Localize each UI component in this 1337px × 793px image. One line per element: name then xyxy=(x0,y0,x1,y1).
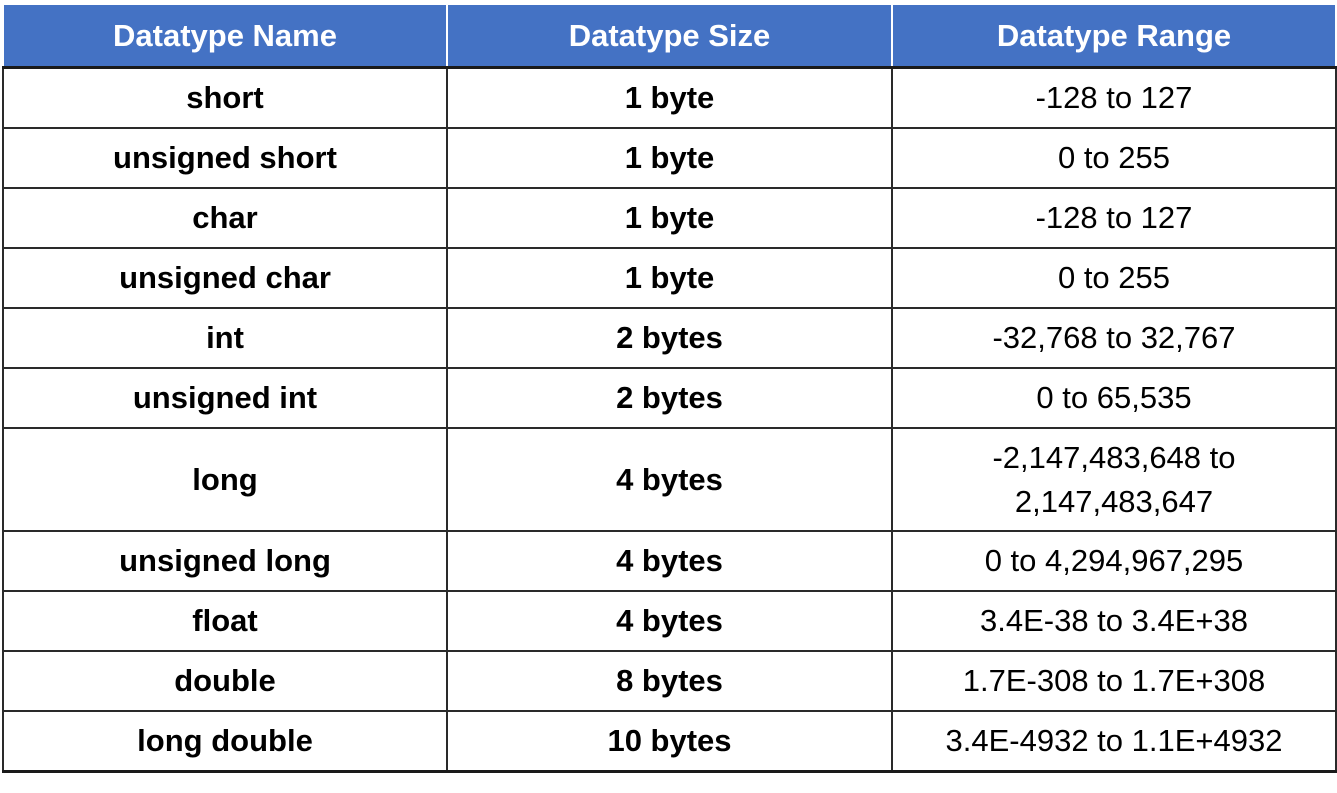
table-row: long 4 bytes -2,147,483,648 to 2,147,483… xyxy=(2,427,1337,532)
table-row: long double 10 bytes 3.4E-4932 to 1.1E+4… xyxy=(2,710,1337,773)
cell-size: 1 byte xyxy=(446,66,893,129)
datatype-table: Datatype Name Datatype Size Datatype Ran… xyxy=(2,3,1337,773)
cell-name: unsigned short xyxy=(2,127,448,189)
cell-size: 4 bytes xyxy=(446,590,893,652)
header-datatype-size: Datatype Size xyxy=(446,3,893,69)
table-row: int 2 bytes -32,768 to 32,767 xyxy=(2,307,1337,369)
table-row: unsigned int 2 bytes 0 to 65,535 xyxy=(2,367,1337,429)
cell-range: -128 to 127 xyxy=(891,66,1337,129)
cell-range: 1.7E-308 to 1.7E+308 xyxy=(891,650,1337,712)
cell-name: long double xyxy=(2,710,448,773)
table-row: double 8 bytes 1.7E-308 to 1.7E+308 xyxy=(2,650,1337,712)
cell-range: 0 to 4,294,967,295 xyxy=(891,530,1337,592)
cell-size: 1 byte xyxy=(446,187,893,249)
cell-range: 3.4E-38 to 3.4E+38 xyxy=(891,590,1337,652)
cell-size: 2 bytes xyxy=(446,367,893,429)
cell-size: 1 byte xyxy=(446,127,893,189)
table-row: unsigned long 4 bytes 0 to 4,294,967,295 xyxy=(2,530,1337,592)
cell-size: 2 bytes xyxy=(446,307,893,369)
table-row: unsigned short 1 byte 0 to 255 xyxy=(2,127,1337,189)
cell-name: short xyxy=(2,66,448,129)
cell-name: unsigned long xyxy=(2,530,448,592)
header-datatype-range: Datatype Range xyxy=(891,3,1337,69)
cell-range: 0 to 65,535 xyxy=(891,367,1337,429)
cell-range: 0 to 255 xyxy=(891,247,1337,309)
table-row: float 4 bytes 3.4E-38 to 3.4E+38 xyxy=(2,590,1337,652)
cell-range: 3.4E-4932 to 1.1E+4932 xyxy=(891,710,1337,773)
cell-name: unsigned char xyxy=(2,247,448,309)
cell-size: 4 bytes xyxy=(446,427,893,532)
cell-size: 1 byte xyxy=(446,247,893,309)
cell-size: 4 bytes xyxy=(446,530,893,592)
cell-range: -128 to 127 xyxy=(891,187,1337,249)
cell-range: 0 to 255 xyxy=(891,127,1337,189)
table-header-row: Datatype Name Datatype Size Datatype Ran… xyxy=(2,3,1337,69)
cell-name: char xyxy=(2,187,448,249)
cell-name: double xyxy=(2,650,448,712)
cell-name: float xyxy=(2,590,448,652)
cell-name: unsigned int xyxy=(2,367,448,429)
table-row: unsigned char 1 byte 0 to 255 xyxy=(2,247,1337,309)
cell-range: -32,768 to 32,767 xyxy=(891,307,1337,369)
table-row: char 1 byte -128 to 127 xyxy=(2,187,1337,249)
cell-name: int xyxy=(2,307,448,369)
table-row: short 1 byte -128 to 127 xyxy=(2,66,1337,129)
datatype-table-container: Datatype Name Datatype Size Datatype Ran… xyxy=(2,3,1337,773)
cell-range: -2,147,483,648 to 2,147,483,647 xyxy=(891,427,1337,532)
cell-name: long xyxy=(2,427,448,532)
header-datatype-name: Datatype Name xyxy=(2,3,448,69)
cell-size: 10 bytes xyxy=(446,710,893,773)
cell-size: 8 bytes xyxy=(446,650,893,712)
